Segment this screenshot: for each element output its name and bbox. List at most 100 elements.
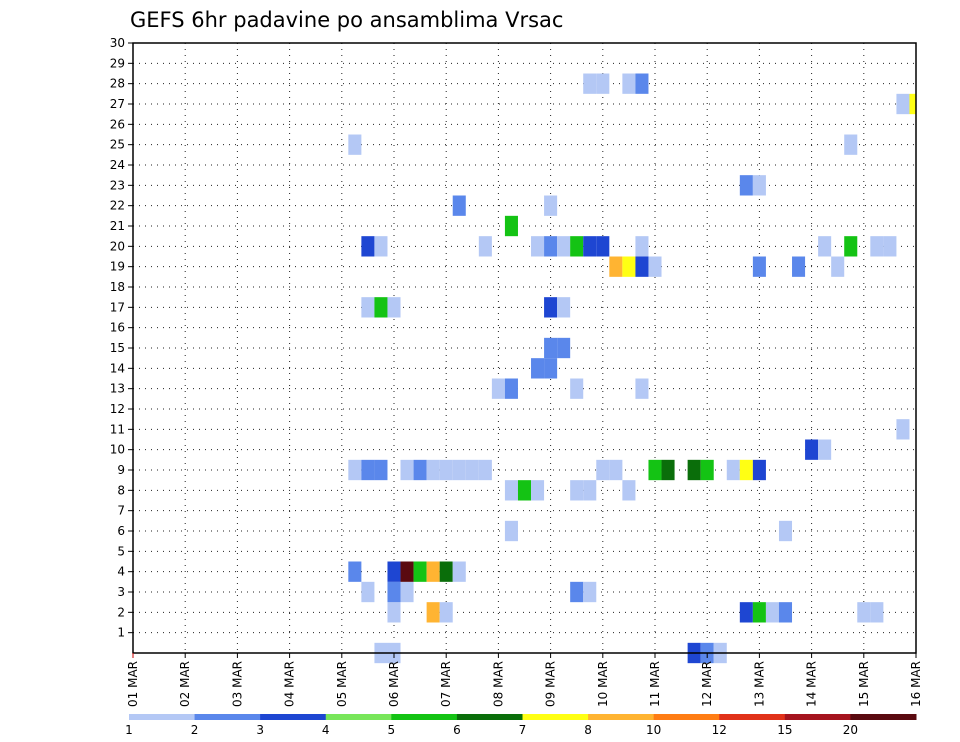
heatmap-cell [909,93,916,115]
heatmap-cell [531,358,545,379]
y-tick-label: 28 [110,77,125,91]
heatmap-cell [700,459,714,481]
heatmap-cell [609,459,623,481]
y-tick-label: 14 [110,361,125,375]
colorbar-label: 2 [191,723,199,737]
heatmap-cell [517,480,532,501]
colorbar-label: 4 [322,723,330,737]
heatmap-cell [635,256,649,277]
heatmap-cell [361,236,375,257]
y-tick-label: 4 [117,565,125,579]
heatmap-cell [622,480,636,501]
heatmap-cell [491,378,505,399]
heatmap-cell [844,134,858,155]
x-tick-label: 08 MAR [491,661,505,707]
heatmap-cell [387,561,401,582]
y-tick-label: 30 [110,36,125,50]
heatmap-cell [609,256,623,277]
x-tick-label: 09 MAR [544,661,558,707]
heatmap-cell [648,256,662,277]
heatmap-cell [752,175,766,196]
heatmap-cell [870,236,884,257]
heatmap-cell [544,358,558,379]
heatmap-cell [439,602,453,623]
colorbar-swatch [194,714,261,720]
heatmap-cell [452,459,466,481]
colorbar-label: 6 [453,723,461,737]
heatmap-cell [570,236,584,257]
heatmap-cell [504,215,518,237]
x-tick-label: 04 MAR [283,661,297,707]
heatmap-cell [400,581,414,603]
heatmap-cell [387,581,401,603]
y-tick-label: 29 [110,56,125,70]
y-tick-label: 11 [110,422,125,436]
y-tick-label: 26 [110,117,125,131]
heatmap-cell [726,459,740,481]
colorbar-label: 10 [646,723,661,737]
y-tick-label: 23 [110,178,125,192]
heatmap-cell [570,480,584,501]
heatmap-cell [765,602,779,623]
colorbar-swatch [850,714,917,720]
colorbar-swatch [653,714,720,720]
x-tick-label: 13 MAR [752,661,766,707]
y-tick-label: 15 [110,341,125,355]
heatmap-cell [348,134,362,155]
y-tick-label: 18 [110,280,125,294]
y-tick-label: 17 [110,300,125,314]
colorbar-swatch [129,714,196,720]
x-tick-label: 10 MAR [596,661,610,707]
heatmap-cell [792,256,806,277]
heatmap-cell [635,378,649,399]
heatmap-cell [478,236,492,257]
heatmap-cell [661,459,675,481]
colorbar-label: 20 [843,723,858,737]
x-tick-label: 05 MAR [335,661,349,707]
x-tick-label: 15 MAR [857,661,871,707]
heatmap-cell [426,459,440,481]
grid-lines [133,43,916,653]
y-tick-label: 22 [110,199,125,213]
heatmap-cell [361,581,375,603]
heatmap-cell [583,236,597,257]
heatmap-cell [818,439,832,460]
heatmap-cell [439,459,453,481]
heatmap-cell [635,73,649,94]
heatmap-cell [844,236,858,257]
heatmap-cell [557,236,571,257]
heatmap-cell [504,480,518,501]
heatmap-cell [374,459,388,481]
heatmap-cell [596,459,610,481]
heatmap-cell [478,459,492,481]
heatmap-cell [739,459,753,481]
heatmap-cell [361,459,375,481]
y-tick-label: 19 [110,260,125,274]
chart-title: GEFS 6hr padavine po ansamblima Vrsac [130,8,563,32]
colorbar-swatch [719,714,786,720]
heatmap-cell [452,561,466,582]
heatmap-cell [831,256,845,277]
y-tick-label: 6 [117,524,125,538]
heatmap-cell [778,520,793,542]
heatmap-cell [896,93,910,115]
colorbar-label: 15 [777,723,792,737]
colorbar-label: 5 [388,723,396,737]
y-tick-label: 7 [117,504,125,518]
colorbar-label: 12 [712,723,727,737]
heatmap-cell [583,581,597,603]
y-tick-label: 5 [117,544,125,558]
y-tick-label: 20 [110,239,125,253]
heatmap-cell [452,195,466,216]
y-tick-label: 24 [110,158,125,172]
x-tick-label: 07 MAR [439,661,453,707]
heatmap-cell [583,480,597,501]
heatmap-cell [361,297,375,318]
heatmap-cell [596,73,610,94]
y-tick-label: 9 [117,463,125,477]
y-tick-label: 13 [110,382,125,396]
colorbar-label: 1 [125,723,133,737]
heatmap-cell [739,175,753,196]
colorbar-label: 3 [256,723,264,737]
